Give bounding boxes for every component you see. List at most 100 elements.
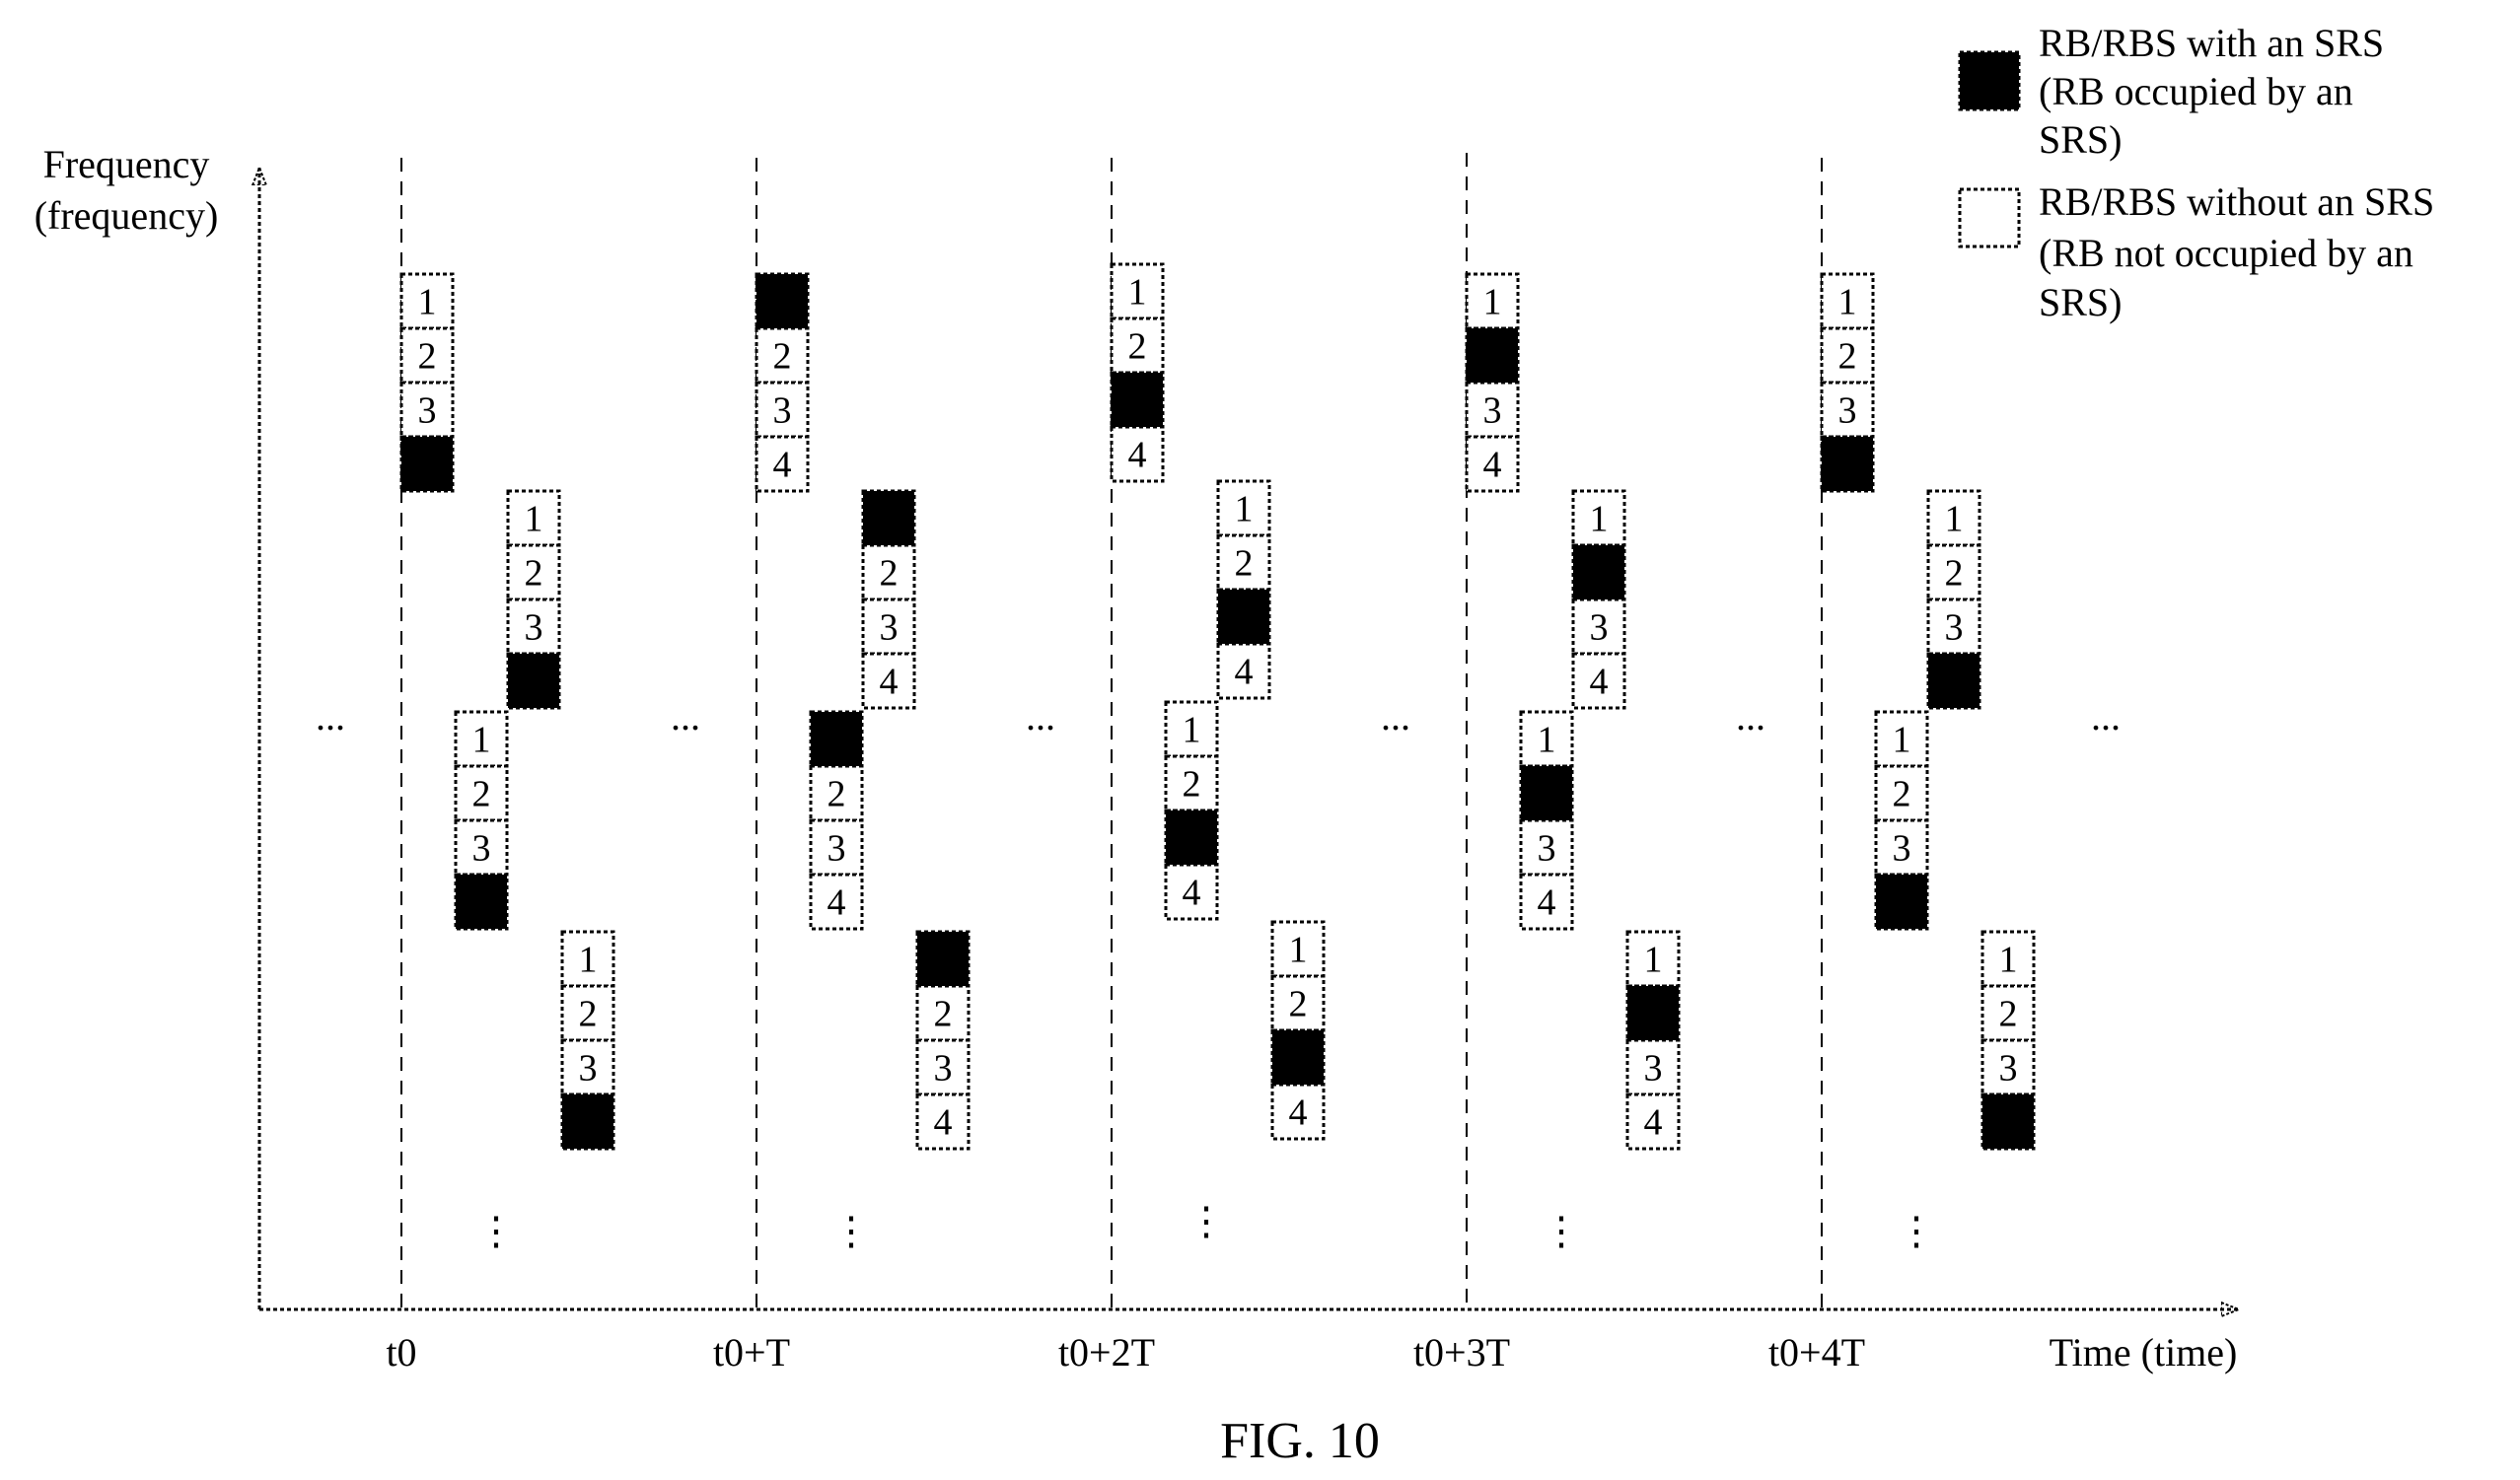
rb-cell-empty [915, 1092, 971, 1151]
rb-stack: 1 3 4 [1571, 489, 1626, 710]
rb-cell-number: 2 [418, 336, 437, 378]
rb-cell-srs [755, 272, 810, 330]
rb-cell-number: 3 [1893, 828, 1911, 870]
rb-cell-number: 2 [1235, 543, 1254, 585]
rb-cell-number: 3 [1644, 1048, 1663, 1090]
rb-cell-number: 3 [525, 607, 543, 649]
rb-cell-number: 1 [1838, 282, 1857, 323]
ellipsis-vertical: ⋮ [1897, 1209, 1936, 1253]
resource-block-stacks: 1231231231232342342342341241241241241341… [399, 262, 2036, 1151]
rb-stack: 2 3 4 [861, 489, 916, 710]
figure-label: FIG. 10 [1220, 1413, 1380, 1469]
rb-cell-number: 2 [1838, 336, 1857, 378]
rb-stack: 1 2 4 [1164, 700, 1219, 921]
x-axis-label: Time (time) [2050, 1330, 2238, 1374]
rb-cell-srs [861, 489, 916, 547]
rb-stack: 1 2 4 [1270, 920, 1326, 1141]
ellipsis-vertical: ⋮ [1187, 1199, 1226, 1243]
time-label-t0-plus-2T: t0+2T [1058, 1330, 1155, 1374]
rb-cell-number: 1 [1483, 282, 1502, 323]
rb-cell-empty [1465, 435, 1520, 493]
legend-swatch-with-srs [1958, 50, 2021, 111]
rb-cell-number: 4 [828, 882, 846, 924]
rb-cell-empty [755, 326, 810, 385]
rb-cell-number: 3 [1538, 828, 1556, 870]
rb-cell-empty [1164, 863, 1219, 921]
rb-cell-number: 3 [579, 1048, 598, 1090]
rb-cell-number: 4 [1128, 435, 1147, 476]
rb-cell-number: 2 [880, 553, 899, 595]
rb-stack: 1 2 3 [560, 930, 615, 1151]
rb-stack: 1 3 4 [1519, 710, 1574, 931]
rb-cell-empty [1270, 1083, 1326, 1141]
rb-cell-number: 2 [1183, 764, 1201, 806]
rb-stack: 2 3 4 [915, 930, 971, 1151]
time-label-t0-plus-3T: t0+3T [1413, 1330, 1510, 1374]
ellipsis-vertical: ⋮ [1542, 1209, 1581, 1253]
ellipsis-vertical: ⋮ [476, 1209, 516, 1253]
rb-cell-empty [1216, 479, 1271, 537]
rb-stack: 1 2 3 [1980, 930, 2036, 1151]
rb-cell-number: 3 [1483, 390, 1502, 432]
rb-cell-srs [1519, 764, 1574, 822]
rb-cell-number: 4 [1235, 652, 1254, 693]
rb-cell-number: 2 [1289, 984, 1308, 1025]
rb-cell-empty [1110, 425, 1165, 483]
rb-cell-number: 4 [880, 662, 899, 703]
rb-cell-srs [399, 435, 455, 493]
rb-cell-number: 3 [1945, 607, 1964, 649]
rb-cell-number: 4 [1538, 882, 1556, 924]
rb-cell-empty [809, 873, 864, 931]
rb-cell-empty [1926, 598, 1981, 656]
rb-cell-number: 3 [472, 828, 491, 870]
rb-cell-empty [1519, 873, 1574, 931]
rb-cell-srs [1820, 435, 1875, 493]
rb-cell-srs [560, 1092, 615, 1151]
rb-cell-srs [1625, 984, 1681, 1042]
rb-stack: 2 3 4 [755, 272, 810, 493]
rb-cell-number: 3 [880, 607, 899, 649]
rb-stack: 1 2 4 [1110, 262, 1165, 483]
y-axis-label-line2: (frequency) [35, 193, 219, 238]
rb-cell-empty [1270, 974, 1326, 1032]
rb-cell-srs [1571, 543, 1626, 601]
rb-cell-empty [1571, 489, 1626, 547]
rb-cell-empty [1820, 326, 1875, 385]
rb-stack: 2 3 4 [809, 710, 864, 931]
rb-cell-number: 1 [1235, 489, 1254, 530]
rb-cell-srs [1270, 1028, 1326, 1087]
rb-cell-number: 2 [525, 553, 543, 595]
rb-cell-number: 2 [1945, 553, 1964, 595]
rb-stack: 1 3 4 [1465, 272, 1520, 493]
rb-cell-empty [1625, 1092, 1681, 1151]
rb-cell-srs [506, 652, 561, 710]
rb-cell-number: 1 [472, 720, 491, 761]
legend-with-srs-line1: RB/RBS with an SRS [2039, 21, 2384, 65]
rb-cell-number: 2 [579, 994, 598, 1035]
rb-cell-number: 2 [1893, 774, 1911, 815]
rb-stack: 1 2 3 [1820, 272, 1875, 493]
rb-cell-number: 1 [1644, 940, 1663, 981]
rb-cell-empty [915, 984, 971, 1042]
rb-cell-number: 1 [1999, 940, 2018, 981]
time-label-t0-plus-T: t0+T [713, 1330, 790, 1374]
rb-cell-number: 4 [934, 1102, 953, 1144]
rb-cell-empty [454, 710, 509, 768]
rb-cell-number: 2 [1999, 994, 2018, 1035]
rb-cell-number: 2 [828, 774, 846, 815]
rb-cell-number: 1 [1183, 710, 1201, 751]
rb-cell-srs [454, 873, 509, 931]
rb-cell-number: 3 [418, 390, 437, 432]
rb-cell-empty [1571, 598, 1626, 656]
rb-stack: 1 3 4 [1625, 930, 1681, 1151]
rb-cell-empty [506, 598, 561, 656]
rb-cell-srs [1216, 588, 1271, 646]
rb-cell-number: 1 [1128, 272, 1147, 314]
rb-cell-number: 2 [1128, 326, 1147, 368]
ellipsis-vertical: ⋮ [831, 1209, 871, 1253]
time-label-t0: t0 [386, 1330, 416, 1374]
rb-cell-srs [1926, 652, 1981, 710]
rb-cell-empty [861, 652, 916, 710]
rb-cell-empty [1874, 764, 1929, 822]
rb-cell-number: 1 [579, 940, 598, 981]
